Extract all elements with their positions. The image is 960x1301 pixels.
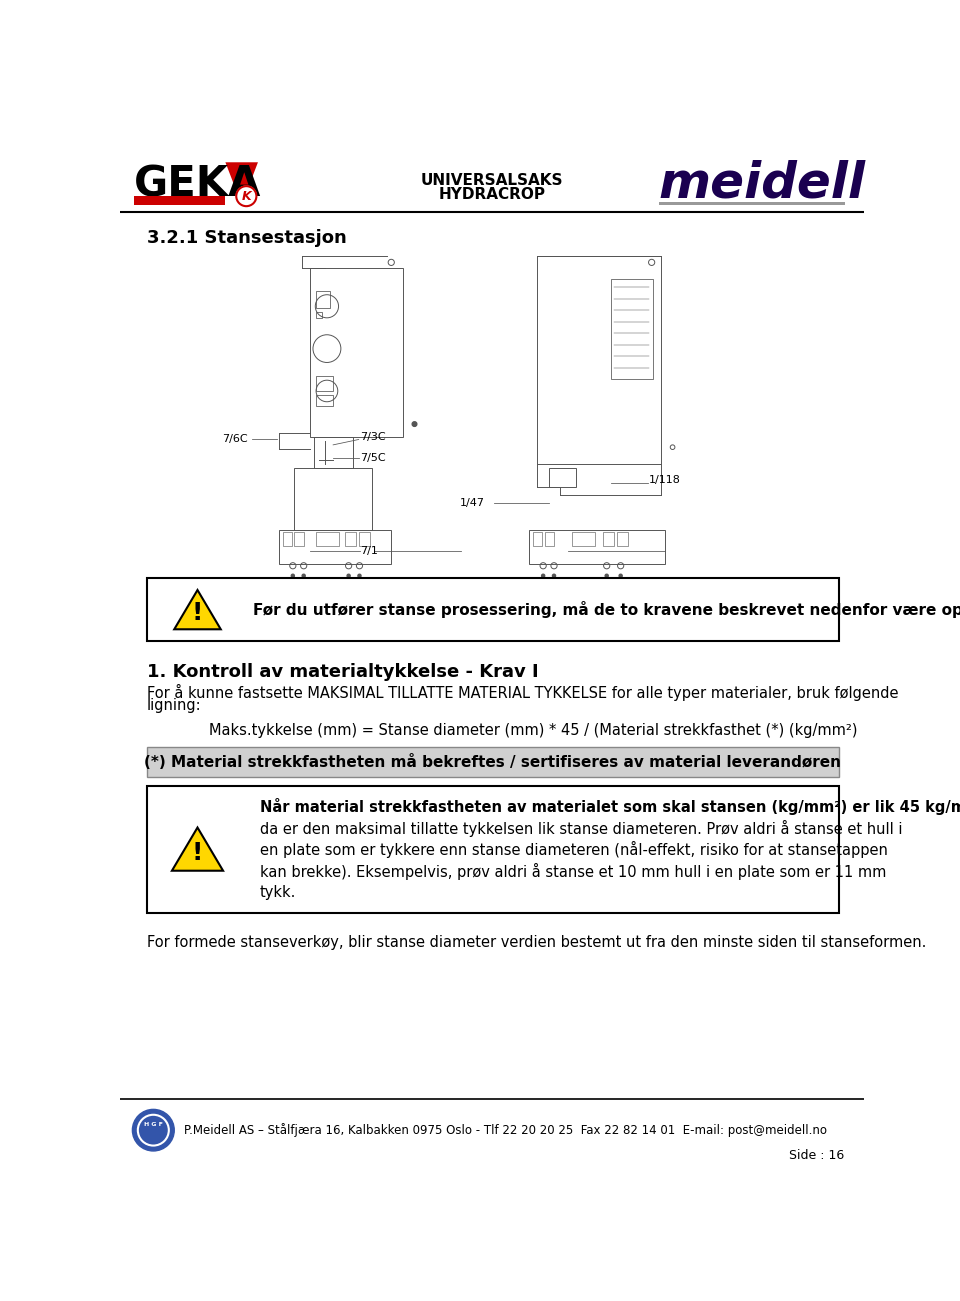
Bar (616, 532, 629, 545)
Text: !: ! (192, 840, 204, 865)
Bar (316, 532, 339, 545)
Polygon shape (175, 591, 221, 630)
Bar (295, 532, 303, 545)
Text: Før du utfører stanse prosessering, må de to kravene beskrevet nedenfor være opp: Før du utfører stanse prosessering, må d… (253, 601, 960, 618)
Text: tykk.: tykk. (259, 885, 296, 899)
Text: kan brekke). Eksempelvis, prøv aldri å stanse et 10 mm hull i en plate som er 11: kan brekke). Eksempelvis, prøv aldri å s… (259, 863, 886, 879)
Circle shape (541, 574, 544, 578)
Bar (147, 786, 839, 913)
Bar (603, 532, 614, 545)
Bar (359, 532, 371, 545)
Text: K: K (242, 190, 252, 203)
Bar (147, 578, 839, 641)
Text: For formede stanseverkøy, blir stanse diameter verdien bestemt ut fra den minste: For formede stanseverkøy, blir stanse di… (147, 934, 926, 950)
Bar (572, 532, 595, 545)
Polygon shape (226, 163, 258, 204)
Text: (*) Material strekkfastheten må bekreftes / sertifiseres av material leverandøre: (*) Material strekkfastheten må bekrefte… (143, 755, 841, 770)
Text: en plate som er tykkere enn stanse diameteren (nål-effekt, risiko for at stanset: en plate som er tykkere enn stanse diame… (259, 842, 887, 859)
Text: 7/3C: 7/3C (360, 432, 386, 442)
Circle shape (552, 574, 556, 578)
Text: UNIVERSALSAKS: UNIVERSALSAKS (420, 173, 564, 189)
Text: 1/118: 1/118 (649, 475, 682, 484)
Text: GEKA: GEKA (134, 164, 261, 206)
Text: H G F: H G F (144, 1123, 163, 1127)
Circle shape (291, 574, 295, 578)
Text: ligning:: ligning: (147, 699, 202, 713)
Text: P.Meidell AS – Stålfjæra 16, Kalbakken 0975 Oslo - Tlf 22 20 20 25  Fax 22 82 14: P.Meidell AS – Stålfjæra 16, Kalbakken 0… (184, 1123, 828, 1137)
Circle shape (132, 1110, 175, 1151)
Circle shape (358, 574, 361, 578)
Polygon shape (172, 827, 223, 870)
Bar (548, 468, 576, 487)
Text: HYDRACROP: HYDRACROP (439, 187, 545, 202)
Circle shape (236, 186, 256, 206)
Text: meidell: meidell (659, 160, 866, 208)
Text: Maks.tykkelse (mm) = Stanse diameter (mm) * 45 / (Material strekkfasthet (*) (kg: Maks.tykkelse (mm) = Stanse diameter (mm… (209, 723, 857, 738)
Circle shape (605, 574, 609, 578)
Text: For å kunne fastsette MAKSIMAL TILLATTE MATERIAL TYKKELSE for alle typer materia: For å kunne fastsette MAKSIMAL TILLATTE … (147, 684, 899, 701)
Bar (314, 437, 352, 468)
Bar (544, 532, 554, 545)
Bar (316, 312, 323, 317)
Bar (611, 280, 653, 380)
Text: 7/5C: 7/5C (360, 453, 386, 463)
Circle shape (619, 574, 622, 578)
Bar (537, 256, 660, 464)
Text: Når material strekkfastheten av materialet som skal stansen (kg/mm²) er lik 45 k: Når material strekkfastheten av material… (259, 799, 960, 816)
Circle shape (146, 1123, 160, 1137)
Text: 3.2.1 Stansestasjon: 3.2.1 Stansestasjon (147, 229, 347, 247)
Bar (147, 748, 839, 777)
Bar (345, 532, 356, 545)
Bar (310, 268, 403, 437)
Text: 7/1: 7/1 (360, 546, 378, 556)
Text: !: ! (192, 601, 204, 624)
Bar (659, 203, 845, 206)
Circle shape (412, 422, 417, 427)
Bar (316, 376, 333, 392)
Circle shape (348, 574, 350, 578)
Bar (278, 530, 392, 565)
Bar (283, 532, 292, 545)
Text: Side : 16: Side : 16 (789, 1149, 845, 1162)
Bar (529, 530, 665, 565)
Bar (533, 532, 542, 545)
Text: 1. Kontroll av materialtykkelse - Krav I: 1. Kontroll av materialtykkelse - Krav I (147, 662, 539, 680)
Bar (316, 394, 333, 406)
Text: 1/47: 1/47 (460, 497, 485, 507)
Text: 7/6C: 7/6C (223, 435, 248, 445)
Bar (134, 196, 226, 204)
Bar (316, 291, 330, 308)
Bar (295, 468, 372, 530)
Text: da er den maksimal tillatte tykkelsen lik stanse diameteren. Prøv aldri å stanse: da er den maksimal tillatte tykkelsen li… (259, 820, 902, 837)
Circle shape (302, 574, 305, 578)
